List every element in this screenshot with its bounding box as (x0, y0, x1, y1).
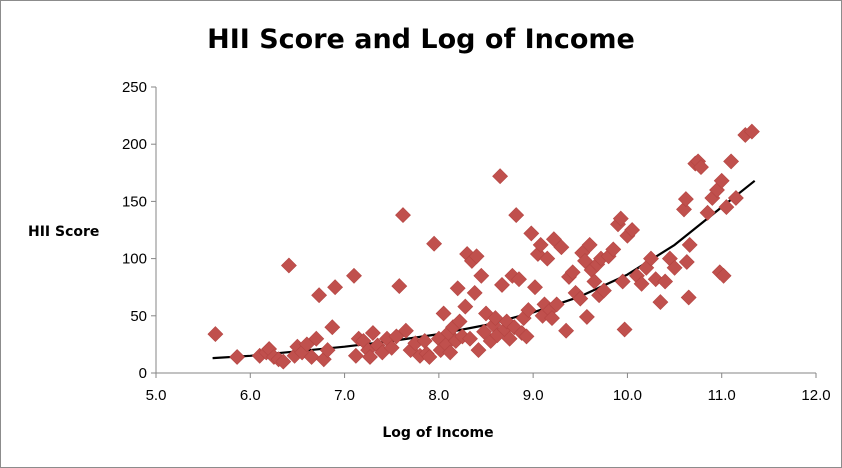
chart-title: HII Score and Log of Income (207, 24, 635, 55)
data-point (511, 271, 527, 288)
data-point (743, 123, 760, 140)
data-point (364, 325, 381, 341)
x-tick-label: 5.0 (146, 387, 167, 404)
data-point (558, 322, 575, 339)
x-tick-label: 6.0 (240, 387, 261, 404)
data-point (548, 296, 565, 313)
data-point (678, 254, 695, 270)
data-point (539, 250, 556, 267)
data-point (605, 241, 622, 258)
data-point (643, 250, 659, 267)
data-point (666, 259, 683, 276)
data-point (680, 289, 697, 306)
data-point (457, 298, 474, 315)
x-tick-label: 9.0 (523, 387, 544, 404)
data-point (633, 275, 650, 292)
data-point (713, 172, 730, 189)
data-point (395, 207, 411, 224)
y-tick-label: 250 (122, 79, 147, 96)
data-point (572, 290, 589, 307)
data-point (544, 310, 560, 327)
y-tick-label: 100 (122, 251, 147, 268)
data-point (553, 239, 570, 256)
data-point (677, 191, 694, 208)
data-points (207, 123, 760, 370)
axes: 0 50 100 150 200 250 5.0 6.0 7.0 8.0 9.0 10.0 11.0 12… (122, 79, 831, 404)
data-point (723, 153, 740, 170)
data-point (681, 236, 698, 253)
data-point (616, 321, 633, 338)
data-point (595, 282, 612, 299)
data-point (303, 349, 320, 365)
data-point (614, 273, 631, 290)
y-tick-label: 50 (130, 308, 147, 325)
x-tick-label: 11.0 (708, 387, 736, 404)
data-point (564, 264, 581, 281)
data-point (624, 222, 641, 238)
x-axis-label: Log of Income (382, 425, 493, 441)
data-point (435, 305, 452, 322)
data-point (466, 284, 483, 301)
data-point (527, 279, 543, 296)
data-point (578, 308, 595, 325)
y-tick-label: 200 (122, 136, 147, 153)
data-point (347, 347, 364, 364)
data-point (508, 207, 525, 224)
x-tick-label: 12.0 (801, 387, 830, 404)
data-point (612, 210, 629, 227)
data-point (520, 302, 537, 319)
data-point (383, 339, 400, 356)
data-point (523, 225, 540, 242)
data-point (229, 349, 246, 365)
data-point (699, 204, 716, 221)
data-point (462, 330, 478, 347)
data-point (476, 323, 493, 340)
y-tick-label: 0 (139, 365, 147, 382)
data-point (693, 159, 709, 176)
data-point (494, 276, 510, 293)
data-point (468, 248, 485, 265)
data-point (492, 168, 509, 185)
data-point (327, 279, 344, 296)
data-point (319, 342, 336, 359)
data-point (311, 287, 328, 304)
x-tick-label: 10.0 (613, 387, 642, 404)
data-point (657, 273, 674, 290)
y-tick-label: 150 (122, 193, 147, 210)
data-point (362, 349, 378, 365)
y-axis-label: HII Score (28, 224, 99, 240)
data-point (275, 353, 292, 370)
data-point (426, 235, 443, 252)
data-point (346, 267, 362, 284)
data-point (715, 267, 732, 284)
data-point (718, 199, 735, 216)
data-point (501, 330, 518, 347)
data-point (652, 294, 669, 311)
data-point (577, 252, 593, 269)
x-tick-label: 7.0 (334, 387, 355, 404)
data-point (532, 236, 549, 253)
data-point (727, 190, 744, 206)
data-point (473, 267, 490, 284)
data-point (581, 236, 598, 253)
data-point (421, 349, 438, 365)
data-point (442, 344, 459, 361)
data-point (449, 280, 466, 297)
data-point (324, 319, 341, 336)
data-point (545, 231, 562, 248)
data-point (518, 328, 535, 345)
data-point (470, 342, 487, 359)
data-point (586, 273, 603, 290)
data-point (451, 313, 468, 330)
data-point (207, 326, 224, 343)
data-point (391, 278, 408, 295)
data-point (676, 201, 692, 218)
data-point (280, 257, 297, 274)
data-point (397, 322, 414, 339)
data-point (308, 330, 325, 347)
x-tick-label: 8.0 (428, 387, 449, 404)
